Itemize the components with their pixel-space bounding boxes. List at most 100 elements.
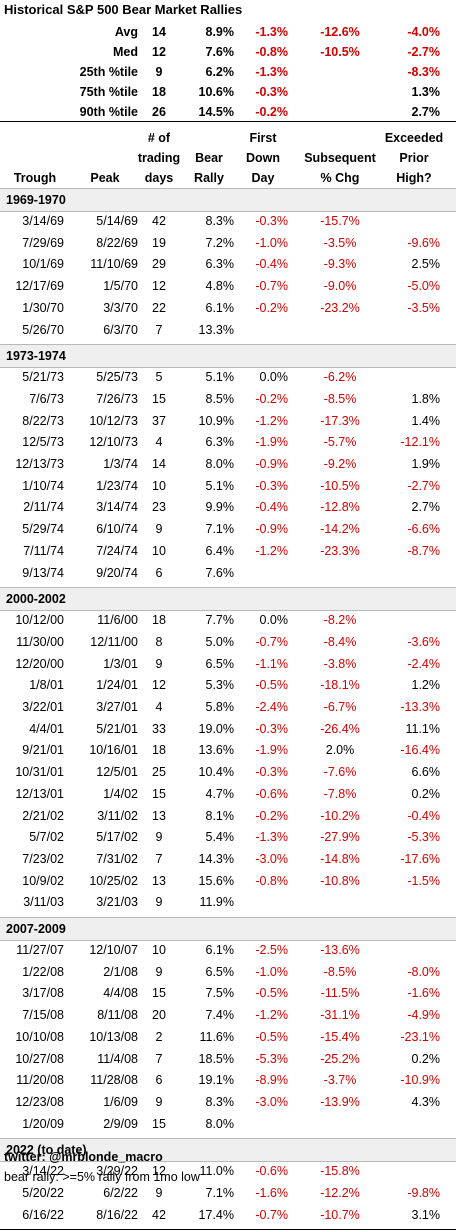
trading-days-cell: 20 (152, 1008, 166, 1023)
trough-cell: 10/10/08 (15, 1029, 64, 1044)
peak-cell: 3/27/01 (96, 700, 138, 714)
trading-days-cell: 12 (152, 279, 166, 294)
trading-days-cell: 37 (152, 413, 166, 428)
peak-cell: 6/3/70 (103, 322, 138, 337)
table-row: 3/22/01 3/27/01 4 5.8% -2.4% -6.7% -13.3% (0, 696, 456, 718)
peak-cell: 1/5/70 (103, 279, 138, 294)
column-header-trough: Trough (13, 171, 57, 185)
subsequent-chg-cell (300, 1113, 380, 1135)
trading-days-cell: 9 (155, 656, 163, 671)
table-row: 7/29/69 8/22/69 19 7.2% -1.0% -3.5% -9.6% (0, 232, 456, 254)
column-header-rally: Rally (194, 171, 224, 185)
subsequent-chg-cell (300, 562, 380, 584)
trading-days-cell: 13 (152, 808, 166, 823)
first-down-day-cell (238, 1113, 288, 1135)
trading-days-cell: 2 (155, 1029, 163, 1044)
first-down-day-cell: -0.5% (255, 678, 288, 693)
bear-rally-cell: 5.1% (205, 478, 235, 493)
table-row: 12/13/73 1/3/74 14 8.0% -0.9% -9.2% 1.9% (0, 453, 456, 475)
exceeded-prior-high-cell: 2.7% (411, 500, 441, 515)
summary-row: Avg 14 8.9% -1.3% -12.6% -4.0% (0, 22, 456, 42)
trough-cell: 2/21/02 (22, 808, 64, 823)
bear-rally-cell: 7.2% (205, 235, 235, 250)
peak-cell: 3/11/02 (97, 808, 138, 823)
peak-cell: 12/5/01 (96, 765, 138, 780)
exceeded-prior-high-cell (388, 939, 440, 961)
trough-cell: 5/20/22 (22, 1186, 64, 1200)
bear-rally-cell: 7.6% (205, 45, 235, 59)
first-down-day-cell: -2.4% (255, 700, 288, 714)
exceeded-prior-high-cell: -13.3% (400, 700, 440, 714)
trading-days-cell: 9 (155, 964, 163, 979)
subsequent-chg-cell (300, 82, 380, 104)
first-down-day-cell: -0.3% (255, 765, 288, 780)
first-down-day-cell: -0.4% (255, 500, 288, 515)
summary-row: 90th %tile 26 14.5% -0.2% 2.7% (0, 102, 456, 122)
bear-rally-cell: 11.6% (199, 1029, 234, 1044)
bear-rally-cell: 14.3% (198, 851, 234, 866)
trough-cell: 11/27/07 (16, 943, 64, 957)
trough-cell: 11/20/08 (16, 1073, 64, 1088)
subsequent-chg-cell: -10.8% (320, 873, 360, 888)
first-down-day-cell: -0.7% (255, 279, 288, 294)
bear-rally-cell: 19.1% (198, 1073, 234, 1088)
trough-cell: 10/9/02 (22, 873, 64, 888)
table-row: 10/1/69 11/10/69 29 6.3% -0.4% -9.3% 2.5% (0, 253, 456, 275)
exceeded-prior-high-cell: 3.1% (411, 1207, 441, 1222)
group-header: 2000-2002 (0, 587, 456, 612)
first-down-day-cell: -1.9% (255, 743, 288, 758)
subsequent-chg-cell: -7.8% (323, 786, 357, 801)
bear-rally-cell: 6.2% (205, 65, 235, 79)
bear-rally-cell: 8.1% (205, 808, 235, 823)
trough-cell: 5/29/74 (22, 522, 64, 537)
bear-rally-cell: 10.4% (198, 765, 234, 780)
column-header-days: days (144, 171, 174, 185)
trough-cell: 5/7/02 (29, 830, 64, 845)
trough-cell: 7/15/08 (22, 1008, 64, 1023)
table-row: 1/30/70 3/3/70 22 6.1% -0.2% -23.2% -3.5% (0, 297, 456, 319)
bear-rally-cell: 4.8% (205, 279, 235, 294)
bear-rally-cell: 18.5% (198, 1051, 234, 1066)
summary-label: 25th %tile (79, 65, 138, 79)
first-down-day-cell: -0.2% (255, 808, 288, 823)
peak-cell: 3/14/74 (96, 500, 138, 515)
subsequent-chg-cell: -18.1% (320, 678, 360, 693)
trough-cell: 5/26/70 (22, 322, 64, 337)
column-header-exceeded: Exceeded (384, 131, 444, 145)
trading-days-cell: 18 (152, 613, 166, 628)
trading-days-cell: 42 (152, 214, 166, 228)
first-down-day-cell: -0.7% (255, 634, 288, 649)
subsequent-chg-cell: -11.5% (320, 986, 360, 1001)
trough-cell: 10/1/69 (22, 257, 64, 272)
summary-row: 75th %tile 18 10.6% -0.3% 1.3% (0, 82, 456, 102)
exceeded-prior-high-cell: -6.6% (407, 522, 440, 537)
exceeded-prior-high-cell (388, 1160, 440, 1182)
table-row: 10/10/08 10/13/08 2 11.6% -0.5% -15.4% -23.1% (0, 1026, 456, 1048)
trading-days-cell: 9 (155, 830, 163, 845)
peak-cell: 1/3/74 (103, 457, 138, 471)
subsequent-chg-cell: -31.1% (320, 1008, 360, 1023)
table-row: 10/27/08 11/4/08 7 18.5% -5.3% -25.2% 0.2% (0, 1048, 456, 1070)
trading-days-cell: 4 (155, 435, 163, 450)
trading-days-cell: 15 (152, 786, 166, 801)
trough-cell: 3/22/01 (22, 700, 64, 714)
peak-cell: 1/3/01 (103, 656, 138, 671)
subsequent-chg-cell: -26.4% (320, 721, 360, 736)
bear-rally-cell: 6.5% (205, 964, 235, 979)
summary-label: 75th %tile (79, 85, 138, 99)
peak-cell: 11/10/69 (90, 257, 138, 272)
first-down-day-cell: -0.3% (255, 721, 288, 736)
subsequent-chg-cell: -6.7% (323, 700, 357, 714)
exceeded-prior-high-cell: 1.3% (411, 85, 441, 99)
trading-days-cell: 9 (155, 522, 163, 537)
trough-cell: 3/14/22 (22, 1164, 64, 1179)
trading-days-cell: 18 (152, 743, 166, 758)
bear-rally-cell: 5.1% (205, 370, 235, 385)
exceeded-prior-high-cell: 2.7% (411, 105, 441, 119)
trading-days-cell: 5 (155, 370, 163, 385)
table-row: 5/29/74 6/10/74 9 7.1% -0.9% -14.2% -6.6% (0, 518, 456, 540)
trading-days-cell: 42 (152, 1207, 166, 1222)
peak-cell: 5/21/01 (96, 721, 138, 736)
table-row: 9/13/74 9/20/74 6 7.6% (0, 562, 456, 584)
